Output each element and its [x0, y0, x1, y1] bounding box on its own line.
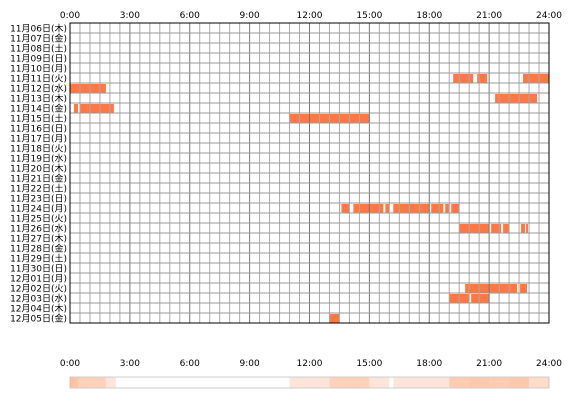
x-tick-label-bottom: 3:00: [120, 359, 140, 369]
x-tick-label-top: 9:00: [240, 11, 260, 21]
activity-block: [465, 284, 518, 293]
date-label: 11月07日(金): [10, 33, 67, 45]
x-tick-label-top: 18:00: [416, 11, 442, 21]
x-tick-label-bottom: 15:00: [356, 359, 382, 369]
date-label: 11月17日(月): [10, 134, 67, 145]
summary-segment: [77, 377, 106, 388]
summary-segment: [489, 377, 510, 388]
x-tick-label-bottom: 9:00: [240, 359, 260, 369]
summary-segment: [529, 377, 549, 388]
x-tick-label-top: 6:00: [180, 11, 200, 21]
date-label: 11月20日(木): [10, 163, 67, 175]
x-tick-label-top: 12:00: [297, 11, 323, 21]
date-label: 11月28日(金): [10, 243, 67, 255]
activity-block: [353, 204, 384, 213]
x-tick-label-top: 3:00: [120, 11, 140, 21]
summary-segment: [70, 377, 78, 388]
date-label: 11月10日(月): [10, 64, 67, 75]
date-label: 11月14日(金): [10, 103, 67, 115]
activity-block: [453, 74, 474, 83]
activity-block: [393, 204, 430, 213]
summary-segment: [393, 377, 450, 388]
activity-block: [385, 204, 390, 213]
x-tick-label-top: 15:00: [356, 11, 382, 21]
date-labels: 11月06日(木)11月07日(金)11月08日(土)11月09日(日)11月1…: [10, 23, 67, 325]
date-label: 11月21日(金): [10, 173, 67, 185]
date-label: 11月12日(水): [10, 83, 67, 95]
x-tick-label-bottom: 18:00: [416, 359, 442, 369]
date-label: 11月27日(木): [10, 233, 67, 245]
activity-block: [503, 224, 510, 233]
summary-bar: [69, 376, 550, 389]
date-label: 12月03日(水): [10, 293, 67, 305]
date-label: 11月09日(日): [10, 54, 67, 65]
date-label: 12月02日(火): [10, 284, 67, 295]
date-label: 11月30日(日): [10, 264, 67, 275]
date-label: 11月25日(火): [10, 214, 67, 225]
activity-block: [445, 204, 450, 213]
summary-segment: [509, 377, 530, 388]
activity-block: [451, 204, 460, 213]
date-label: 11月29日(土): [10, 253, 67, 265]
x-tick-label-bottom: 0:00: [60, 359, 80, 369]
date-label: 12月01日(月): [10, 274, 67, 285]
activity-block: [341, 204, 350, 213]
date-label: 11月24日(月): [10, 204, 67, 215]
activity-block: [459, 224, 490, 233]
activity-block: [70, 84, 106, 93]
date-label: 11月18日(火): [10, 144, 67, 155]
date-label: 11月22日(土): [10, 183, 67, 195]
activity-block: [491, 224, 502, 233]
date-label: 11月06日(木): [10, 23, 67, 35]
summary-segment: [105, 377, 116, 388]
date-label: 11月08日(土): [10, 43, 67, 55]
activity-block: [471, 294, 490, 303]
date-label: 11月19日(水): [10, 153, 67, 165]
bottom-time-axis: 0:00 3:00 6:00 9:00 12:00 15:00 18:00 21:00 24:0…: [60, 359, 562, 369]
activity-block: [520, 284, 528, 293]
activity-block: [495, 94, 538, 103]
activity-block: [521, 224, 526, 233]
x-tick-label-top: 21:00: [476, 11, 502, 21]
date-label: 11月15日(土): [10, 113, 67, 125]
date-label: 11月13日(木): [10, 93, 67, 105]
x-tick-label-bottom: 21:00: [476, 359, 502, 369]
summary-segment: [449, 377, 470, 388]
x-tick-label-bottom: 6:00: [180, 359, 200, 369]
activity-block: [523, 74, 549, 83]
activity-block: [477, 74, 488, 83]
summary-segment: [339, 377, 370, 388]
x-tick-label-bottom: 24:00: [536, 359, 562, 369]
activity-block: [431, 204, 444, 213]
top-time-axis: 0:00 3:00 6:00 9:00 12:00 15:00 18:00 21:00 24:0…: [60, 11, 562, 21]
x-tick-label-top: 0:00: [60, 11, 80, 21]
activity-block: [329, 314, 340, 323]
date-label: 11月23日(日): [10, 194, 67, 205]
date-label: 11月26日(水): [10, 223, 67, 235]
activity-block: [79, 104, 114, 113]
summary-segment: [469, 377, 490, 388]
x-tick-label-top: 24:00: [536, 11, 562, 21]
summary-segment: [289, 377, 330, 388]
plot-border: [69, 22, 550, 324]
summary-segment: [329, 377, 340, 388]
activity-block: [526, 224, 529, 233]
activity-block: [73, 104, 78, 113]
date-label: 11月16日(日): [10, 124, 67, 135]
summary-segment: [369, 377, 390, 388]
x-tick-label-bottom: 12:00: [297, 359, 323, 369]
grid-lines: [69, 22, 550, 324]
date-label: 11月11日(火): [10, 74, 67, 85]
date-label: 12月05日(金): [10, 313, 67, 325]
date-label: 12月04日(木): [10, 303, 67, 315]
